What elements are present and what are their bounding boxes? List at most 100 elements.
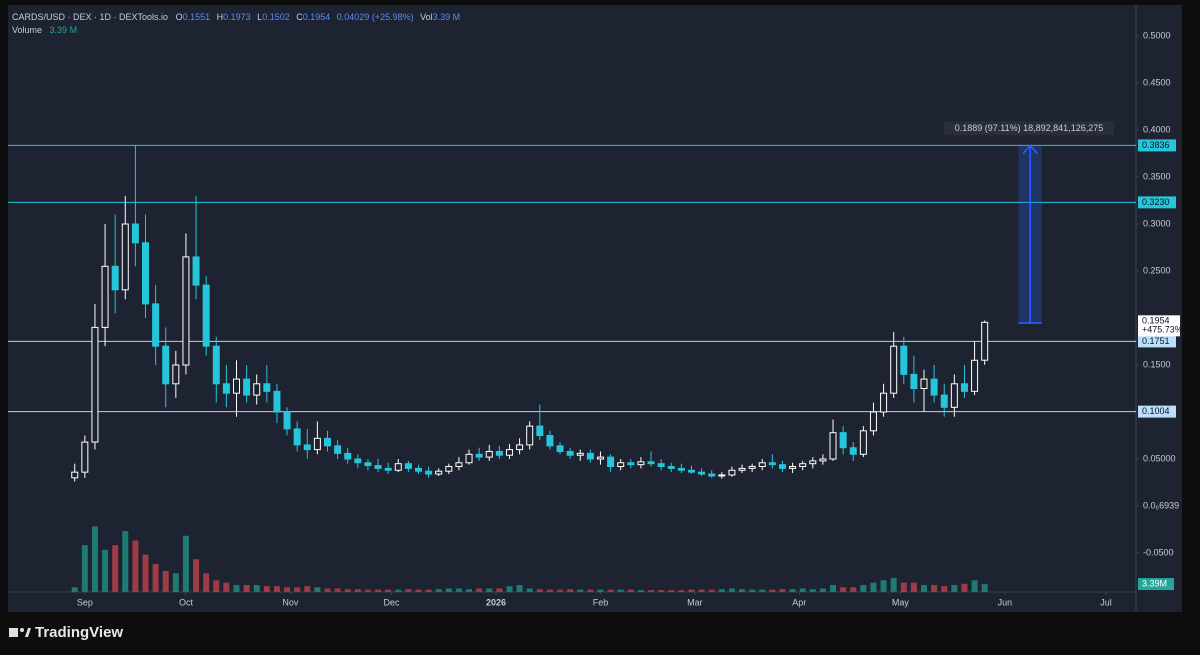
last-price: 0.1954 <box>1142 316 1170 326</box>
header: CARDS/USD · DEX · 1D · DEXTools.io O0.15… <box>12 12 460 22</box>
candle-body <box>142 242 150 305</box>
volume-bar <box>213 580 220 592</box>
level-label-bg <box>1138 139 1176 152</box>
volume-bar <box>668 590 675 592</box>
volume-bar <box>375 589 382 592</box>
candle-body <box>950 383 958 408</box>
volume-bar <box>536 589 543 592</box>
candle-body <box>243 378 251 396</box>
candle-body <box>131 223 139 244</box>
candle-body <box>768 462 776 466</box>
volume-bar <box>546 589 553 592</box>
candle-body <box>677 467 685 471</box>
candle-body <box>404 463 412 469</box>
candle-body <box>303 444 311 451</box>
candle-body <box>667 466 675 469</box>
plot <box>8 144 1136 592</box>
candle-body <box>930 378 938 396</box>
volume-bar <box>193 559 200 592</box>
volume-bar <box>648 590 655 592</box>
candle-body <box>596 456 604 460</box>
volume-bar <box>971 580 978 592</box>
level-label-bg <box>1138 335 1176 348</box>
symbol: CARDS/USD · DEX · 1D · DEXTools.io <box>12 12 168 22</box>
candle-body <box>718 474 726 477</box>
volume-bar <box>860 584 867 592</box>
y-tick-label: 0.2500 <box>1143 265 1171 275</box>
x-tick-label: Jul <box>1100 597 1112 607</box>
vol-label: Vol <box>420 12 433 22</box>
volume-bar <box>233 584 240 592</box>
volume-bar <box>455 588 462 592</box>
candle-body <box>334 445 342 454</box>
volume-bar <box>253 584 260 592</box>
candle-body <box>960 383 968 392</box>
candle-body <box>465 453 473 464</box>
candle-body <box>323 437 331 447</box>
volume-bar <box>870 582 877 592</box>
volume-bar <box>112 545 119 592</box>
volume-last-bg <box>1138 578 1174 591</box>
x-tick-label: Oct <box>179 597 194 607</box>
measure-label: 0.1889 (97.11%) 18,892,841,126,275 <box>955 123 1103 133</box>
candle-body <box>586 452 594 460</box>
ohlc-value: 0.1973 <box>223 12 251 22</box>
volume-bar <box>961 583 968 592</box>
candle-body <box>425 470 433 475</box>
change: 0.04029 (+25.98%) <box>337 12 414 22</box>
candle-body <box>414 467 422 472</box>
volume-bar <box>658 590 665 592</box>
candle-body <box>829 432 837 460</box>
candle-body <box>647 461 655 465</box>
candle-body <box>748 466 756 469</box>
y-tick-label: 0.5000 <box>1143 30 1171 40</box>
volume-bar <box>152 563 159 592</box>
measure-label-bg <box>944 121 1114 136</box>
ohlc-label: O <box>176 12 183 22</box>
candle-body <box>687 469 695 473</box>
volume-bar <box>516 584 523 592</box>
candle-body <box>910 373 918 389</box>
volume-bar <box>435 589 442 592</box>
candle-body <box>273 390 281 413</box>
volume-bar <box>476 588 483 592</box>
volume-bar <box>890 577 897 592</box>
candle-body <box>455 462 463 468</box>
volume-bar <box>678 590 685 592</box>
volume-bar <box>688 589 695 592</box>
x-tick-label: Jun <box>998 597 1013 607</box>
candle-body <box>222 383 230 394</box>
candle-body <box>789 466 797 469</box>
y-tick-label: -0.0500 <box>1143 547 1174 557</box>
volume-header: Volume 3.39 M <box>12 25 77 35</box>
volume-bar <box>182 535 189 592</box>
candle-body <box>819 458 827 462</box>
volume-bar <box>728 588 735 592</box>
last-price-bg <box>1138 315 1180 337</box>
candle-body <box>495 450 503 456</box>
candle-body <box>172 364 180 385</box>
x-tick-label: Feb <box>593 597 609 607</box>
candle-body <box>556 445 564 452</box>
candle-body <box>505 449 513 456</box>
candle-body <box>778 464 786 469</box>
candle-body <box>71 471 79 479</box>
volume-bar <box>557 589 564 592</box>
volume-bar <box>142 554 149 592</box>
level-label: 0.1004 <box>1142 406 1170 416</box>
candle-body <box>445 466 453 472</box>
level-label-bg <box>1138 405 1176 418</box>
brand-logo: TradingView <box>9 624 123 641</box>
volume-bar <box>577 589 584 592</box>
candle-body <box>576 452 584 456</box>
y-tick-label: 0.1500 <box>1143 359 1171 369</box>
candle-body <box>859 430 867 455</box>
volume-bar <box>880 580 887 592</box>
volume-bar <box>921 584 928 592</box>
candle-body <box>162 345 170 385</box>
candle-body <box>293 428 301 446</box>
volume-label: Volume <box>12 25 42 35</box>
candle-body <box>869 411 877 432</box>
volume-bar <box>910 582 917 592</box>
candle-body <box>698 471 706 475</box>
